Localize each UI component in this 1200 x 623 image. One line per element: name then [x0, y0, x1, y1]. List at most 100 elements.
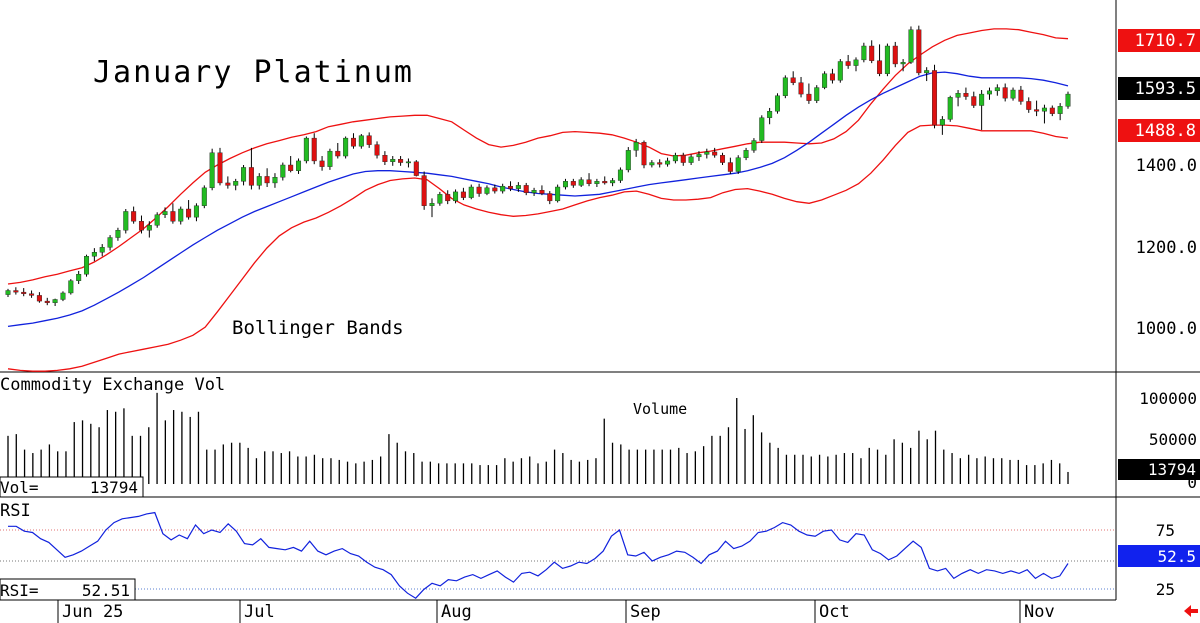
- candle-down: [586, 179, 592, 184]
- candle-up: [52, 299, 58, 303]
- candle-up: [146, 225, 152, 231]
- candle-down: [602, 181, 608, 184]
- rsi-tag-label: 52.5: [1157, 547, 1196, 566]
- candle-up: [924, 70, 930, 74]
- candle-up: [437, 194, 443, 204]
- candle-down: [727, 162, 733, 172]
- rsi-tag: [1118, 545, 1200, 567]
- candle-up: [453, 191, 459, 202]
- volume-tag-label: 13794: [1148, 460, 1196, 479]
- candle-down: [29, 293, 35, 296]
- candle-up: [884, 45, 890, 74]
- price-tick-1400: 1400.0: [1136, 156, 1197, 176]
- candle-up: [743, 150, 749, 158]
- candle-down: [712, 151, 718, 156]
- candle-up: [500, 185, 506, 192]
- candle-up: [617, 169, 623, 181]
- candle-up: [123, 211, 129, 231]
- candle-up: [429, 203, 435, 206]
- month-label-nov: Nov: [1024, 602, 1055, 622]
- candle-down: [131, 211, 137, 222]
- candle-up: [358, 135, 364, 147]
- month-label-jul: Jul: [244, 602, 275, 622]
- price-tick-1200: 1200.0: [1136, 238, 1197, 258]
- rsi-panel-label: RSI: [0, 501, 31, 521]
- candle-up: [154, 214, 160, 226]
- candle-down: [790, 77, 796, 83]
- candle-down: [398, 159, 404, 163]
- candle-up: [241, 167, 247, 182]
- candle-up: [76, 274, 82, 281]
- candle-down: [445, 194, 451, 202]
- month-label-oct: Oct: [819, 602, 850, 622]
- candle-up: [5, 290, 11, 295]
- candle-down: [1026, 101, 1032, 110]
- last-price-tag-label: 1593.5: [1135, 79, 1196, 99]
- volume-tick-100000: 100000: [1139, 389, 1197, 408]
- candle-up: [390, 159, 396, 162]
- candle-down: [288, 164, 294, 171]
- candle-down: [21, 291, 27, 294]
- candle-down: [170, 211, 176, 222]
- candle-down: [311, 137, 317, 162]
- volume-readout-label: Vol=: [0, 478, 39, 497]
- candle-down: [932, 70, 938, 126]
- candle-up: [735, 157, 741, 172]
- candle-up: [665, 160, 671, 165]
- volume-tag: [1118, 459, 1200, 480]
- candle-up: [594, 181, 600, 184]
- candle-up: [256, 176, 262, 186]
- candle-up: [767, 111, 773, 118]
- candle-up: [578, 179, 584, 186]
- candle-down: [916, 29, 922, 74]
- candle-up: [994, 87, 1000, 92]
- candle-up: [900, 62, 906, 65]
- candle-down: [869, 45, 875, 61]
- candle-up: [272, 177, 278, 184]
- candle-up: [986, 90, 992, 95]
- scroll-left-arrow-icon[interactable]: [1184, 605, 1198, 617]
- candle-up: [178, 208, 184, 222]
- candle-up: [979, 93, 985, 106]
- candle-up: [193, 205, 199, 218]
- candle-down: [892, 45, 898, 65]
- candle-up: [939, 119, 945, 126]
- candle-down: [217, 152, 223, 184]
- candle-up: [625, 150, 631, 171]
- candle-up: [531, 190, 537, 193]
- last-price-tag: [1118, 77, 1200, 100]
- candle-down: [264, 176, 270, 184]
- candle-up: [908, 29, 914, 63]
- candle-up: [672, 155, 678, 162]
- candle-up: [60, 292, 66, 300]
- candle-down: [374, 144, 380, 156]
- candle-down: [570, 181, 576, 186]
- candle-up: [822, 73, 828, 88]
- volume-tick-0: 0: [1187, 473, 1197, 492]
- candle-down: [829, 73, 835, 81]
- candle-up: [201, 187, 207, 206]
- candle-up: [1041, 107, 1047, 112]
- candle-down: [1034, 109, 1040, 112]
- candle-up: [296, 160, 302, 171]
- candle-down: [798, 82, 804, 95]
- candle-up: [484, 187, 490, 194]
- candle-up: [405, 161, 411, 164]
- candle-down: [335, 150, 341, 157]
- volume-text: Volume: [633, 400, 687, 418]
- candle-down: [382, 155, 388, 162]
- candle-up: [696, 154, 702, 158]
- candle-up: [649, 162, 655, 166]
- candle-down: [680, 155, 686, 163]
- candle-down: [806, 93, 812, 101]
- candle-down: [720, 155, 726, 163]
- candle-down: [508, 185, 514, 189]
- price-tick-1000: 1000.0: [1136, 319, 1197, 339]
- volume-panel-label: Commodity Exchange Vol: [0, 375, 225, 395]
- candle-down: [13, 290, 19, 293]
- candle-up: [99, 247, 105, 253]
- chart-title: January Platinum: [93, 55, 414, 90]
- bands-label: Bollinger Bands: [232, 317, 404, 339]
- candle-down: [366, 135, 372, 145]
- upper-band-price-tag-label: 1710.7: [1135, 31, 1196, 51]
